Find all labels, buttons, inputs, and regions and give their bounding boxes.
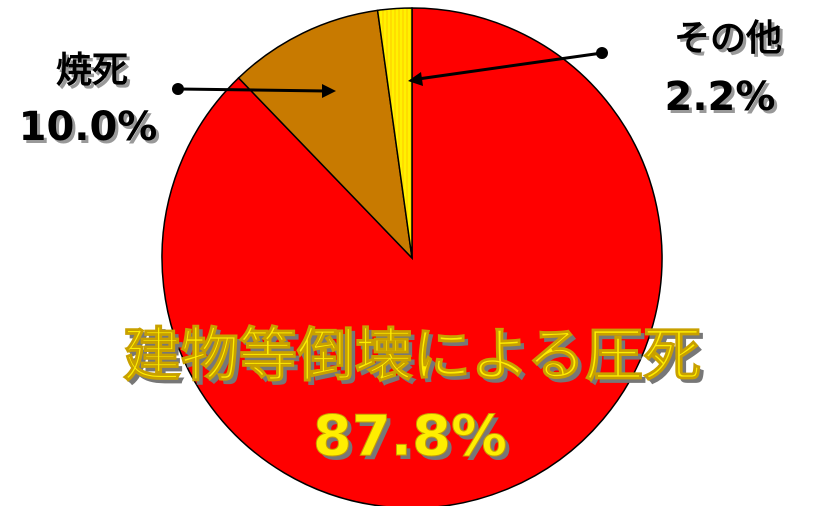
label-atsushi-name: 建物等倒壊による圧死 (123, 321, 701, 389)
svg-text:87.8%: 87.8% (317, 408, 511, 473)
label-yakushi-value: 10.0% (19, 104, 158, 150)
pie-slices (161, 7, 663, 506)
label-sonota-value: 2.2% (665, 74, 776, 120)
svg-text:焼死: 焼死 (59, 53, 131, 94)
slice-sonota (376, 7, 413, 259)
leader-line-sonota (408, 47, 608, 86)
svg-text:その他: その他 (677, 21, 785, 62)
label-sonota-name: その他 (674, 18, 782, 59)
svg-text:建物等倒壊による圧死: 建物等倒壊による圧死 (127, 325, 705, 393)
label-yakushi-name: 焼死 (56, 50, 128, 91)
label-atsushi-value: 87.8% (313, 404, 507, 469)
label-sonota: その他 その他 2.2% 2.2% (665, 18, 785, 123)
label-yakushi: 焼死 焼死 10.0% 10.0% (19, 50, 161, 153)
svg-text:2.2%: 2.2% (668, 77, 779, 123)
leader-line-yakushi (172, 83, 336, 98)
slice-yakushi (237, 9, 414, 261)
label-atsushi: 建物等倒壊による圧死 建物等倒壊による圧死 87.8% 87.8% (122, 321, 705, 474)
svg-text:10.0%: 10.0% (22, 107, 161, 153)
